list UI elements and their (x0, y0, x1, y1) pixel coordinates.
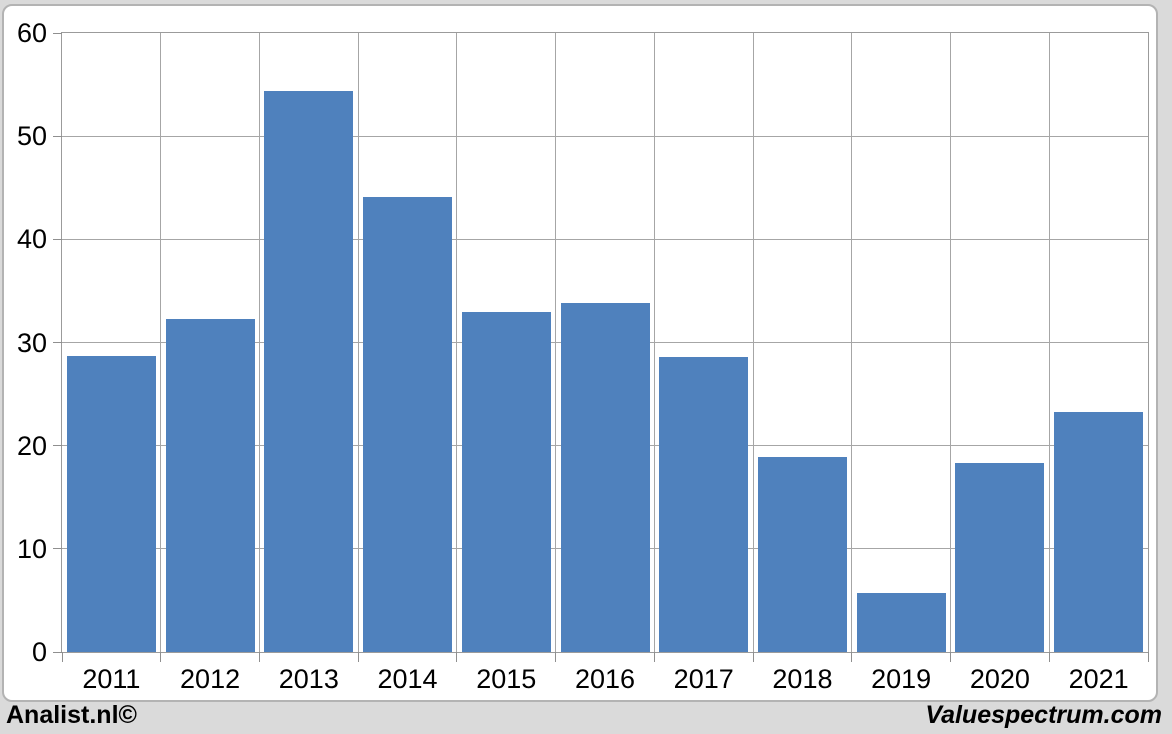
bar-2018 (757, 457, 847, 652)
bar-2011 (66, 356, 156, 652)
bar-2014 (363, 197, 453, 652)
bar-2016 (560, 303, 650, 652)
attribution-bar: Analist.nl© Valuespectrum.com (0, 700, 1172, 734)
gridline-vertical (357, 33, 359, 652)
gridline-horizontal (62, 238, 1148, 240)
valuespectrum-credit: Valuespectrum.com (925, 700, 1162, 729)
bar-2013 (264, 91, 354, 652)
bar-2012 (165, 319, 255, 652)
bar-2021 (1054, 412, 1144, 652)
gridline-vertical (950, 33, 952, 652)
bar-2020 (955, 463, 1045, 652)
gridline-vertical (653, 33, 655, 652)
gridline-vertical (258, 33, 260, 652)
gridline-vertical (1048, 33, 1050, 652)
bar-2019 (856, 593, 946, 652)
bar-2017 (659, 357, 749, 652)
gridline-vertical (752, 33, 754, 652)
gridline-vertical (160, 33, 162, 652)
gridline-vertical (555, 33, 557, 652)
gridline-horizontal (62, 135, 1148, 137)
analist-credit: Analist.nl© (6, 700, 137, 729)
plot-area (61, 32, 1149, 653)
bar-2015 (461, 312, 551, 652)
gridline-vertical (456, 33, 458, 652)
gridline-vertical (851, 33, 853, 652)
